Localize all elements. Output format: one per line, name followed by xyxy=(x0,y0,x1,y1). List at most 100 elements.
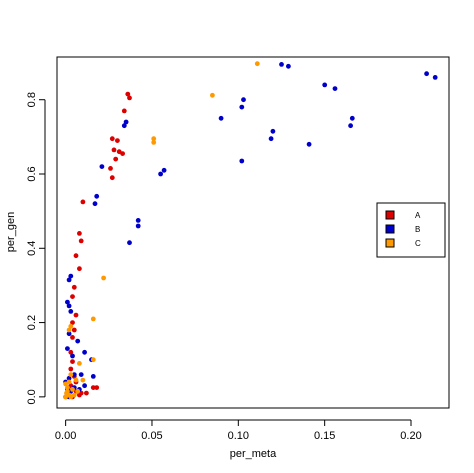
y-tick-label: 0.0 xyxy=(26,389,38,404)
x-tick-label: 0.15 xyxy=(314,430,335,442)
point-series-a xyxy=(111,147,117,153)
point-series-b xyxy=(66,331,72,337)
point-series-b xyxy=(286,63,291,69)
point-series-c xyxy=(70,387,75,392)
point-series-c xyxy=(210,92,215,98)
point-series-b xyxy=(94,193,100,199)
point-series-c xyxy=(65,385,70,390)
point-series-b xyxy=(135,218,141,223)
point-series-b xyxy=(123,119,129,125)
point-series-b xyxy=(161,167,167,173)
point-series-c xyxy=(68,394,74,400)
y-tick-label: 0.8 xyxy=(26,92,38,107)
point-series-b xyxy=(65,346,70,351)
point-series-b xyxy=(349,115,355,121)
point-series-b xyxy=(70,353,75,359)
point-series-b xyxy=(322,82,328,88)
y-tick-label: 0.4 xyxy=(26,241,38,256)
point-series-a xyxy=(70,335,75,340)
point-series-c xyxy=(68,372,74,377)
point-series-a xyxy=(73,253,79,259)
point-series-b xyxy=(241,97,246,103)
point-series-b xyxy=(71,372,77,377)
x-tick-label: 0.10 xyxy=(228,430,249,442)
point-series-a xyxy=(121,108,127,114)
point-series-b xyxy=(158,171,164,177)
x-axis-label: per_meta xyxy=(230,448,277,460)
point-series-b xyxy=(268,136,274,142)
point-series-a xyxy=(68,366,74,372)
point-series-c xyxy=(90,357,96,363)
point-series-a xyxy=(70,359,75,364)
point-series-a xyxy=(71,284,77,290)
point-series-b xyxy=(75,338,81,344)
point-series-a xyxy=(70,320,75,325)
point-series-c xyxy=(73,377,79,383)
point-series-c xyxy=(80,377,86,383)
plot-frame xyxy=(56,56,450,409)
point-series-b xyxy=(82,349,87,355)
legend-label-b: B xyxy=(415,225,420,234)
point-series-b xyxy=(66,303,72,309)
point-series-c xyxy=(75,388,81,394)
x-axis: 0.00 0.05 0.10 0.15 0.20 xyxy=(55,419,422,442)
point-series-b xyxy=(127,240,132,246)
point-series-c xyxy=(66,327,72,333)
point-series-c xyxy=(151,140,157,145)
point-series-a xyxy=(73,312,79,318)
point-series-b xyxy=(239,104,245,110)
point-series-a xyxy=(77,266,82,272)
point-series-a xyxy=(108,166,113,171)
legend-swatch-b xyxy=(385,224,395,234)
x-tick-label: 0.20 xyxy=(400,430,421,442)
point-series-b xyxy=(66,375,72,381)
point-series-b xyxy=(348,123,353,129)
point-series-b xyxy=(332,86,338,91)
point-series-c xyxy=(63,381,68,387)
point-series-b xyxy=(90,374,96,379)
point-series-c xyxy=(254,61,260,67)
y-tick-label: 0.2 xyxy=(26,315,38,330)
point-series-b xyxy=(65,299,70,305)
point-series-c xyxy=(66,379,72,385)
point-series-b xyxy=(432,75,438,80)
point-series-b xyxy=(68,309,74,314)
point-series-a xyxy=(127,95,132,101)
point-series-c xyxy=(68,323,74,329)
point-series-b xyxy=(99,164,105,170)
point-series-b xyxy=(279,62,284,67)
point-series-a xyxy=(109,136,115,142)
points-layer xyxy=(63,61,438,400)
point-series-b xyxy=(78,372,84,377)
point-series-a xyxy=(115,138,120,144)
point-series-c xyxy=(90,316,96,322)
point-series-c xyxy=(65,388,70,394)
point-series-c xyxy=(151,136,157,142)
point-series-a xyxy=(77,392,82,398)
point-series-b xyxy=(218,115,224,121)
y-axis-label: per_gen xyxy=(5,212,17,252)
point-series-b xyxy=(135,223,141,229)
x-tick-label: 0.05 xyxy=(141,430,162,442)
point-series-a xyxy=(125,91,131,97)
point-series-a xyxy=(70,294,75,299)
point-series-b xyxy=(239,158,245,164)
point-series-a xyxy=(94,385,100,390)
point-series-a xyxy=(113,156,119,162)
point-series-b xyxy=(66,277,72,283)
legend-label-a: A xyxy=(415,211,421,220)
point-series-a xyxy=(71,327,77,333)
legend-swatch-a xyxy=(385,210,395,220)
point-series-c xyxy=(101,275,106,281)
point-series-b xyxy=(68,273,74,279)
point-series-a xyxy=(84,390,89,396)
point-series-c xyxy=(63,394,68,400)
point-series-b xyxy=(306,141,312,147)
point-series-b xyxy=(121,123,127,129)
point-series-a xyxy=(109,175,115,181)
point-series-a xyxy=(77,231,82,236)
y-tick-label: 0.6 xyxy=(26,166,38,181)
point-series-a xyxy=(120,151,125,157)
point-series-a xyxy=(78,238,84,244)
